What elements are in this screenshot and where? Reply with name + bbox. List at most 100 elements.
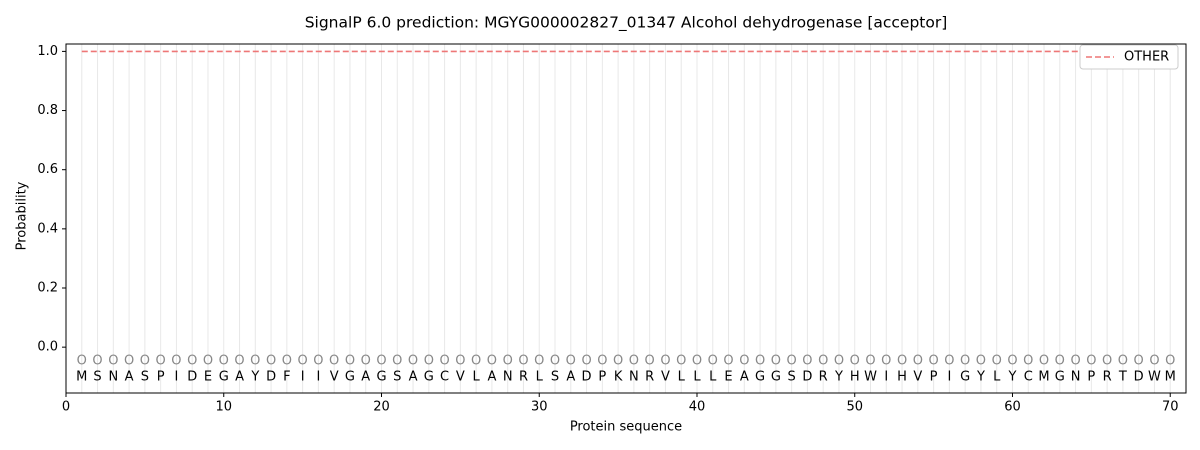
residue-label: K: [614, 370, 623, 385]
y-tick-label: 0.2: [37, 281, 58, 296]
residue-label: R: [819, 370, 828, 385]
x-tick-label: 60: [1004, 400, 1021, 415]
residue-label: D: [802, 370, 812, 385]
state-label: O: [171, 354, 181, 369]
state-label: O: [266, 354, 276, 369]
x-axis-label: Protein sequence: [570, 420, 682, 435]
y-tick-label: 0.0: [37, 340, 58, 355]
residue-label: G: [1055, 370, 1065, 385]
state-label: O: [1118, 354, 1128, 369]
state-label: O: [108, 354, 118, 369]
state-label: O: [313, 354, 323, 369]
chart-title: SignalP 6.0 prediction: MGYG000002827_01…: [305, 14, 948, 33]
state-label: O: [455, 354, 465, 369]
residue-label: P: [598, 370, 606, 385]
x-tick-label: 50: [846, 400, 863, 415]
state-label: O: [376, 354, 386, 369]
residue-label: G: [755, 370, 765, 385]
state-label: O: [692, 354, 702, 369]
state-label: O: [1007, 354, 1017, 369]
x-tick-label: 40: [689, 400, 706, 415]
residue-label: Y: [976, 370, 985, 385]
state-label: O: [581, 354, 591, 369]
state-label: O: [1149, 354, 1159, 369]
y-tick-label: 1.0: [37, 44, 58, 59]
residue-label: R: [1103, 370, 1112, 385]
legend-box: [1079, 44, 1179, 70]
state-label: O: [992, 354, 1002, 369]
state-label: O: [755, 354, 765, 369]
state-label: O: [424, 354, 434, 369]
plot-frame: [65, 43, 1187, 394]
residue-label: I: [316, 370, 320, 385]
state-label: O: [1165, 354, 1175, 369]
residue-label: Y: [250, 370, 259, 385]
residue-label: S: [393, 370, 401, 385]
residue-label: C: [1024, 370, 1033, 385]
residue-label: N: [108, 370, 118, 385]
state-label: O: [1134, 354, 1144, 369]
residue-label: Y: [1008, 370, 1017, 385]
state-label: O: [203, 354, 213, 369]
state-label: O: [660, 354, 670, 369]
residue-label: L: [709, 370, 717, 385]
state-label: O: [234, 354, 244, 369]
residue-label: V: [330, 370, 339, 385]
residue-label: I: [175, 370, 179, 385]
residue-label: A: [566, 370, 575, 385]
residue-label: N: [503, 370, 513, 385]
residue-label: P: [157, 370, 165, 385]
residue-label: S: [141, 370, 149, 385]
state-label: O: [487, 354, 497, 369]
state-label: O: [787, 354, 797, 369]
residue-label: G: [345, 370, 355, 385]
residue-label: A: [487, 370, 496, 385]
state-label: O: [645, 354, 655, 369]
state-label: O: [708, 354, 718, 369]
x-tick-label: 10: [215, 400, 232, 415]
residue-label: D: [266, 370, 276, 385]
state-label: O: [282, 354, 292, 369]
residue-label: F: [283, 370, 290, 385]
residue-label: G: [219, 370, 229, 385]
state-label: O: [865, 354, 875, 369]
state-label: O: [77, 354, 87, 369]
state-label: O: [613, 354, 623, 369]
state-label: O: [771, 354, 781, 369]
state-label: O: [329, 354, 339, 369]
state-label: O: [408, 354, 418, 369]
state-label: O: [597, 354, 607, 369]
residue-label: S: [93, 370, 101, 385]
residue-label: V: [661, 370, 670, 385]
residue-label: D: [187, 370, 197, 385]
state-label: O: [566, 354, 576, 369]
state-label: O: [392, 354, 402, 369]
residue-label: E: [204, 370, 212, 385]
residue-label: L: [536, 370, 544, 385]
residue-label: H: [850, 370, 860, 385]
state-label: O: [897, 354, 907, 369]
legend-label: OTHER: [1124, 50, 1169, 65]
residue-label: A: [125, 370, 134, 385]
residue-label: S: [551, 370, 559, 385]
state-label: O: [739, 354, 749, 369]
residue-label: M: [76, 370, 87, 385]
residue-label: R: [519, 370, 528, 385]
state-label: O: [1102, 354, 1112, 369]
state-label: O: [298, 354, 308, 369]
residue-label: L: [993, 370, 1001, 385]
state-label: O: [850, 354, 860, 369]
residue-label: W: [864, 370, 877, 385]
state-label: O: [361, 354, 371, 369]
state-label: O: [219, 354, 229, 369]
residue-label: I: [947, 370, 951, 385]
residue-label: G: [424, 370, 434, 385]
state-label: O: [345, 354, 355, 369]
state-label: O: [834, 354, 844, 369]
y-axis-label: Probability: [15, 181, 30, 250]
residue-label: A: [361, 370, 370, 385]
y-tick-label: 0.4: [37, 221, 58, 236]
residue-label: P: [1087, 370, 1095, 385]
state-label: O: [471, 354, 481, 369]
